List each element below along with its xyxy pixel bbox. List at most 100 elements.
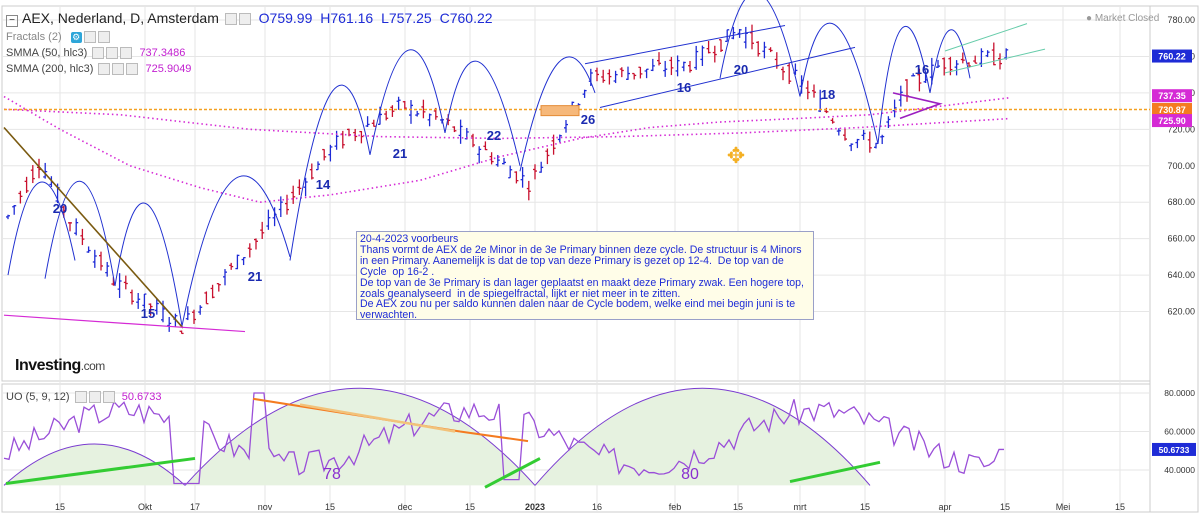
settings-icon[interactable]: [92, 47, 105, 60]
cycle-arc: [369, 49, 446, 155]
note-line: 20-4-2023 voorbeurs: [360, 233, 459, 245]
y-tick-label: 720.00: [1167, 124, 1195, 134]
ohlc-close: C760.22: [439, 10, 493, 26]
cycle-arc: [929, 29, 971, 93]
uo-green-trend: [5, 456, 196, 485]
x-tick-label: 15: [465, 502, 475, 512]
gear-icon[interactable]: ⚙: [70, 31, 82, 43]
count-label: 14: [316, 177, 331, 192]
cycle-arc: [877, 26, 931, 144]
cycle-arc: [444, 60, 521, 166]
price-tag: [1152, 49, 1192, 63]
y-tick-label: 780.00: [1167, 15, 1195, 25]
fractals-label: Fractals (2): [6, 31, 62, 43]
cycle-arc: [44, 180, 116, 287]
count-label: 22: [487, 128, 501, 143]
x-tick-label: nov: [258, 502, 273, 512]
count-label: 18: [821, 87, 835, 102]
green-channel-top: [944, 23, 1028, 52]
cycle-arc: [181, 175, 291, 327]
settings-icon[interactable]: [74, 391, 87, 404]
x-tick-label: 16: [592, 502, 602, 512]
green-channel-bottom: [944, 48, 1046, 74]
close-icon[interactable]: [102, 391, 115, 404]
x-tick-label: Okt: [138, 502, 153, 512]
hide-icon[interactable]: [88, 391, 101, 404]
uo-light-trend: [299, 403, 456, 433]
count-label: 20: [53, 201, 67, 216]
smma200-value: 725.9049: [145, 63, 192, 75]
uo-value: 50.6733: [121, 391, 162, 403]
market-status: ● Market Closed: [1086, 13, 1160, 24]
x-tick-label: 15: [1115, 502, 1125, 512]
collapse-icon[interactable]: −: [6, 15, 18, 27]
close-icon[interactable]: [97, 31, 110, 44]
hide-icon[interactable]: [83, 31, 96, 44]
uo-indicator[interactable]: UO (5, 9, 12) 50.6733: [6, 391, 162, 404]
price-tag: [1152, 114, 1192, 128]
smma200-indicator[interactable]: SMMA (200, hlc3) 725.9049: [6, 63, 192, 76]
uo-cycle-label: 80: [681, 466, 699, 483]
hide-icon[interactable]: [106, 47, 119, 60]
count-label: 16: [677, 80, 691, 95]
close-icon[interactable]: [120, 47, 133, 60]
count-label: 26: [581, 112, 595, 127]
downtrend-line: [3, 126, 184, 329]
y-tick-label: 700.00: [1167, 161, 1195, 171]
smma50-indicator[interactable]: SMMA (50, hlc3) 737.3486: [6, 47, 186, 60]
triangle-pattern: [892, 92, 943, 120]
uo-cycle-arc: [184, 387, 536, 486]
count-label: 20: [734, 62, 748, 77]
cycle-arc: [719, 0, 801, 97]
note-line: De AEX zou nu per saldo kunnen dalen naa…: [360, 298, 799, 320]
fractals-indicator[interactable]: Fractals (2) ⚙: [6, 31, 110, 44]
channel-top-line: [584, 24, 786, 65]
hide-icon[interactable]: [112, 63, 125, 76]
hide-icon[interactable]: [238, 13, 251, 26]
y-tick-label: 680.00: [1167, 197, 1195, 207]
investing-logo: Investing.com: [15, 357, 105, 375]
smma50-line: [3, 95, 1011, 204]
channel-bottom-line: [599, 46, 856, 108]
settings-icon[interactable]: [98, 63, 111, 76]
move-cursor-icon: ✥: [727, 143, 745, 168]
ohlc-low: L757.25: [381, 10, 432, 26]
smma50-label: SMMA (50, hlc3): [6, 47, 88, 59]
uo-cycle-label: 78: [323, 466, 341, 483]
uo-green-trend: [484, 457, 541, 489]
count-label: 16: [915, 62, 929, 77]
support-line: [3, 314, 246, 333]
y-tick-label: 620.00: [1167, 307, 1195, 317]
x-tick-label: 15: [325, 502, 335, 512]
x-tick-label: 15: [55, 502, 65, 512]
annotation-note[interactable]: 20-4-2023 voorbeurs Thans vormt de AEX d…: [356, 231, 814, 320]
logo-suffix: .com: [80, 359, 106, 373]
cycle-arc: [519, 56, 596, 172]
uo-green-trend: [789, 460, 881, 484]
price-tag-text: 730.87: [1158, 105, 1186, 115]
count-label: 15: [141, 306, 155, 321]
x-tick-label: 17: [190, 502, 200, 512]
x-tick-label: 15: [1000, 502, 1010, 512]
y-tick-label: 640.00: [1167, 270, 1195, 280]
price-tag: [1152, 89, 1192, 103]
uo-cycle-arc: [3, 443, 186, 486]
smma50-value: 737.3486: [139, 47, 186, 59]
uo-value-tag: [1152, 442, 1196, 456]
uo-orange-trend: [459, 430, 529, 443]
settings-icon[interactable]: [224, 13, 237, 26]
uo-value-tag-text: 50.6733: [1159, 445, 1190, 455]
note-line: De top van de 3e Primary is dan lager ge…: [360, 276, 807, 300]
close-icon[interactable]: [126, 63, 139, 76]
x-tick-label: 15: [733, 502, 743, 512]
x-tick-label: feb: [669, 502, 682, 512]
y-tick-label: 660.00: [1167, 234, 1195, 244]
uo-tick-label: 60.0000: [1164, 427, 1195, 437]
price-tag-text: 760.22: [1158, 52, 1186, 62]
uo-tick-label: 80.0000: [1164, 388, 1195, 398]
uo-tick-label: 40.0000: [1164, 465, 1195, 475]
cycle-arc: [7, 181, 76, 276]
cycle-arc: [799, 22, 879, 145]
x-tick-label: Mei: [1056, 502, 1071, 512]
price-tag: [1152, 103, 1192, 117]
